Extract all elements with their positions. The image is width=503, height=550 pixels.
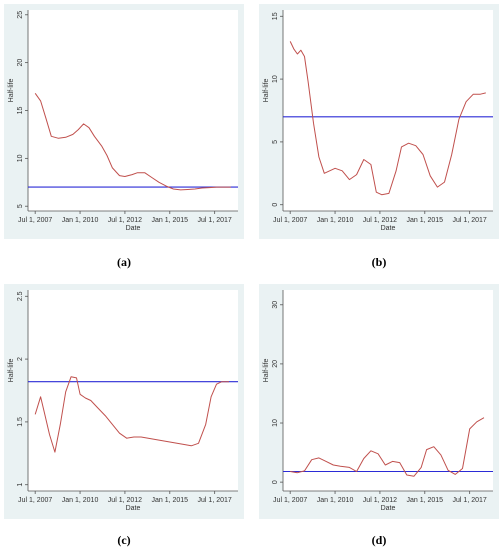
x-tick-label: Jul 1, 2007 bbox=[273, 217, 307, 224]
x-tick-label: Jul 1, 2007 bbox=[18, 217, 52, 224]
x-axis-label: Date bbox=[126, 505, 141, 512]
x-tick-label: Jan 1, 2010 bbox=[317, 217, 354, 224]
x-tick-label: Jul 1, 2012 bbox=[363, 497, 397, 504]
y-tick-label: 20 bbox=[17, 59, 24, 67]
plot-area bbox=[283, 290, 493, 491]
series-line bbox=[34, 376, 229, 453]
x-tick-label: Jan 1, 2010 bbox=[62, 217, 99, 224]
plot-area bbox=[28, 10, 238, 211]
y-tick-label: 0 bbox=[272, 480, 279, 484]
panel-c: 1 1.5 2 2.5 Jul 1, 2007 Jan 1, 2010 Jul 1, 201… bbox=[4, 284, 244, 519]
caption-d: (d) bbox=[371, 533, 387, 547]
y-tick-label: 25 bbox=[17, 11, 24, 19]
x-tick-label: Jul 1, 2007 bbox=[18, 497, 52, 504]
chart-d: 0 10 20 30 Jul 1, 2007 Jan 1, 2010 Jul 1, 2012… bbox=[259, 284, 499, 519]
x-tick-label: Jul 1, 2017 bbox=[453, 497, 487, 504]
x-axis-label: Date bbox=[381, 505, 396, 512]
panel-a: 5 10 15 20 25 Jul 1, 2007 Jan 1, 2010 Jul 1, 20… bbox=[4, 4, 244, 239]
y-axis-label: Half-life bbox=[263, 79, 270, 103]
y-tick-label: 2.5 bbox=[17, 291, 24, 301]
chart-c: 1 1.5 2 2.5 Jul 1, 2007 Jan 1, 2010 Jul 1, 201… bbox=[4, 284, 244, 519]
series-line bbox=[290, 417, 485, 477]
y-tick-label: 30 bbox=[272, 301, 279, 309]
x-tick-label: Jan 1, 2010 bbox=[62, 497, 99, 504]
y-tick-label: 5 bbox=[17, 204, 24, 208]
x-tick-label: Jan 1, 2010 bbox=[317, 497, 354, 504]
y-axis-label: Half-life bbox=[8, 79, 15, 103]
panel-b: 0 5 10 15 Jul 1, 2007 Jan 1, 2010 Jul 1, 2012 J… bbox=[259, 4, 499, 239]
x-tick-label: Jan 1, 2015 bbox=[406, 217, 443, 224]
x-tick-label: Jul 1, 2017 bbox=[453, 217, 487, 224]
series-line bbox=[34, 93, 231, 191]
y-tick-label: 10 bbox=[17, 154, 24, 162]
y-tick-label: 10 bbox=[272, 75, 279, 83]
y-tick-label: 10 bbox=[272, 419, 279, 427]
plot-area bbox=[283, 10, 493, 211]
y-axis-label: Half-life bbox=[263, 359, 270, 383]
x-tick-label: Jul 1, 2012 bbox=[363, 217, 397, 224]
y-tick-label: 20 bbox=[272, 360, 279, 368]
x-tick-label: Jul 1, 2012 bbox=[108, 217, 142, 224]
x-axis-label: Date bbox=[126, 225, 141, 232]
caption-c: (c) bbox=[117, 533, 131, 547]
y-tick-label: 2 bbox=[17, 357, 24, 361]
y-tick-label: 5 bbox=[272, 140, 279, 144]
y-tick-label: 1.5 bbox=[17, 417, 24, 427]
x-tick-label: Jul 1, 2007 bbox=[273, 497, 307, 504]
panel-d: 0 10 20 30 Jul 1, 2007 Jan 1, 2010 Jul 1, 2012… bbox=[259, 284, 499, 519]
y-tick-label: 15 bbox=[17, 107, 24, 115]
x-tick-label: Jan 1, 2015 bbox=[406, 497, 443, 504]
x-tick-label: Jul 1, 2017 bbox=[198, 217, 232, 224]
chart-b: 0 5 10 15 Jul 1, 2007 Jan 1, 2010 Jul 1, 2012 J… bbox=[259, 4, 499, 239]
series-line bbox=[289, 41, 486, 196]
x-axis-label: Date bbox=[381, 225, 396, 232]
x-tick-label: Jul 1, 2012 bbox=[108, 497, 142, 504]
y-tick-label: 1 bbox=[17, 483, 24, 487]
y-tick-label: 0 bbox=[272, 203, 279, 207]
chart-a: 5 10 15 20 25 Jul 1, 2007 Jan 1, 2010 Jul 1, 20… bbox=[4, 4, 244, 239]
caption-a: (a) bbox=[117, 255, 131, 269]
x-tick-label: Jul 1, 2017 bbox=[198, 497, 232, 504]
x-tick-label: Jan 1, 2015 bbox=[151, 497, 188, 504]
y-axis-label: Half-life bbox=[8, 359, 15, 383]
y-tick-label: 15 bbox=[272, 12, 279, 20]
caption-b: (b) bbox=[371, 255, 387, 269]
plot-area bbox=[28, 290, 238, 491]
x-tick-label: Jan 1, 2015 bbox=[151, 217, 188, 224]
